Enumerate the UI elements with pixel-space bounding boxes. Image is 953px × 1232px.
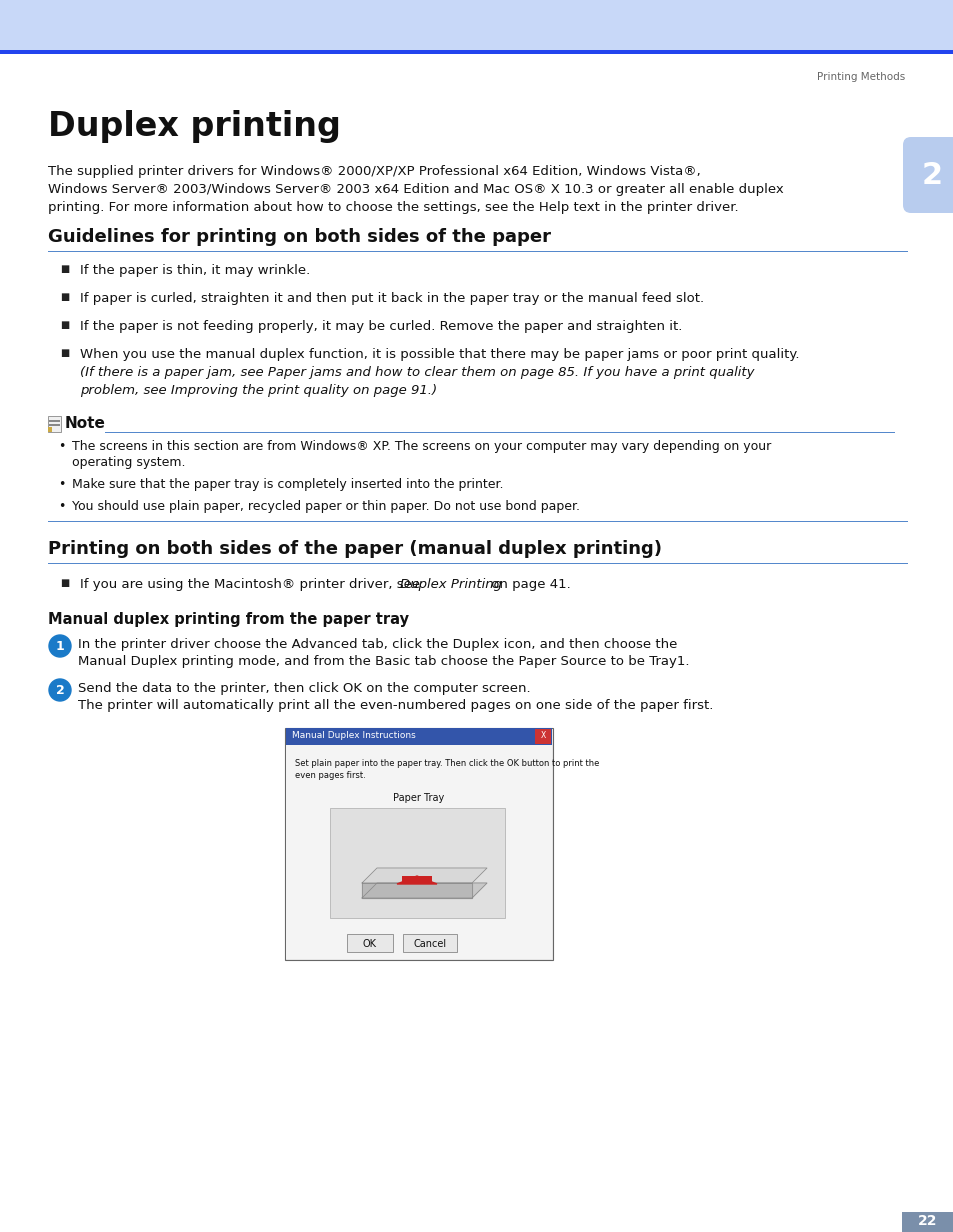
Bar: [49, 424, 60, 426]
Text: Cancel: Cancel: [413, 939, 446, 949]
Text: Note: Note: [65, 416, 106, 431]
Circle shape: [49, 679, 71, 701]
Text: 22: 22: [918, 1214, 937, 1228]
Text: Manual duplex printing from the paper tray: Manual duplex printing from the paper tr…: [48, 612, 409, 627]
Text: The screens in this section are from Windows® XP. The screens on your computer m: The screens in this section are from Win…: [71, 440, 770, 453]
Text: •: •: [58, 500, 66, 513]
Text: 2: 2: [55, 684, 64, 696]
Text: The printer will automatically print all the even-numbered pages on one side of : The printer will automatically print all…: [78, 699, 713, 712]
Bar: [286, 728, 552, 745]
Bar: [0, 0, 953, 51]
Text: The supplied printer drivers for Windows® 2000/XP/XP Professional x64 Edition, W: The supplied printer drivers for Windows…: [48, 165, 700, 177]
Text: You should use plain paper, recycled paper or thin paper. Do not use bond paper.: You should use plain paper, recycled pap…: [71, 500, 579, 513]
Circle shape: [49, 634, 71, 657]
Polygon shape: [361, 883, 486, 898]
Bar: [48, 520, 907, 522]
FancyBboxPatch shape: [902, 137, 953, 213]
Bar: [285, 728, 553, 960]
Text: even pages first.: even pages first.: [294, 771, 365, 780]
Text: Set plain paper into the paper tray. Then click the OK button to print the: Set plain paper into the paper tray. The…: [294, 759, 598, 768]
Text: 1: 1: [55, 639, 64, 653]
Bar: [48, 250, 907, 253]
Text: If paper is curled, straighten it and then put it back in the paper tray or the : If paper is curled, straighten it and th…: [80, 292, 703, 306]
Text: OK: OK: [363, 939, 376, 949]
Text: problem, see Improving the print quality on page 91.): problem, see Improving the print quality…: [80, 384, 436, 397]
Bar: [48, 428, 52, 432]
Text: In the printer driver choose the Advanced tab, click the Duplex icon, and then c: In the printer driver choose the Advance…: [78, 638, 677, 650]
Text: X: X: [539, 732, 545, 740]
Text: Manual Duplex printing mode, and from the Basic tab choose the Paper Source to b: Manual Duplex printing mode, and from th…: [78, 655, 689, 668]
Text: Make sure that the paper tray is completely inserted into the printer.: Make sure that the paper tray is complet…: [71, 478, 503, 492]
Text: Manual Duplex Instructions: Manual Duplex Instructions: [292, 731, 416, 740]
Bar: [0, 51, 953, 54]
Text: Paper Tray: Paper Tray: [393, 793, 444, 803]
Bar: [901, 1212, 953, 1232]
Text: Duplex printing: Duplex printing: [48, 110, 340, 143]
Polygon shape: [361, 869, 486, 883]
Text: Send the data to the printer, then click OK on the computer screen.: Send the data to the printer, then click…: [78, 683, 530, 695]
Text: If the paper is thin, it may wrinkle.: If the paper is thin, it may wrinkle.: [80, 264, 310, 277]
Text: ■: ■: [60, 292, 70, 302]
Bar: [48, 416, 61, 432]
Text: 2: 2: [921, 160, 942, 190]
Text: ■: ■: [60, 320, 70, 330]
Text: ■: ■: [60, 264, 70, 274]
Text: Printing Methods: Printing Methods: [816, 71, 904, 83]
Text: Guidelines for printing on both sides of the paper: Guidelines for printing on both sides of…: [48, 228, 551, 246]
Text: Duplex Printing: Duplex Printing: [399, 578, 501, 591]
Text: •: •: [58, 440, 66, 453]
Text: •: •: [58, 478, 66, 492]
Bar: [401, 876, 432, 885]
Text: When you use the manual duplex function, it is possible that there may be paper : When you use the manual duplex function,…: [80, 347, 799, 361]
Bar: [48, 563, 907, 564]
Text: ■: ■: [60, 578, 70, 588]
Text: Windows Server® 2003/Windows Server® 2003 x64 Edition and Mac OS® X 10.3 or grea: Windows Server® 2003/Windows Server® 200…: [48, 184, 783, 196]
Text: Printing on both sides of the paper (manual duplex printing): Printing on both sides of the paper (man…: [48, 540, 661, 558]
Bar: [330, 808, 504, 918]
Polygon shape: [361, 883, 472, 898]
Bar: [347, 934, 393, 952]
Bar: [286, 745, 552, 958]
Text: printing. For more information about how to choose the settings, see the ⁠Help⁠ : printing. For more information about how…: [48, 201, 738, 214]
Polygon shape: [396, 876, 436, 885]
Bar: [402, 934, 456, 952]
Text: ■: ■: [60, 347, 70, 359]
Text: If you are using the Macintosh® printer driver, see: If you are using the Macintosh® printer …: [80, 578, 424, 591]
Text: operating system.: operating system.: [71, 456, 185, 469]
Text: on page 41.: on page 41.: [486, 578, 570, 591]
Bar: [49, 420, 60, 423]
Text: If the paper is not feeding properly, it may be curled. Remove the paper and str: If the paper is not feeding properly, it…: [80, 320, 681, 333]
Text: (If there is a paper jam, see Paper jams and how to clear them on page 85. If yo: (If there is a paper jam, see Paper jams…: [80, 366, 754, 379]
Bar: [535, 729, 551, 744]
